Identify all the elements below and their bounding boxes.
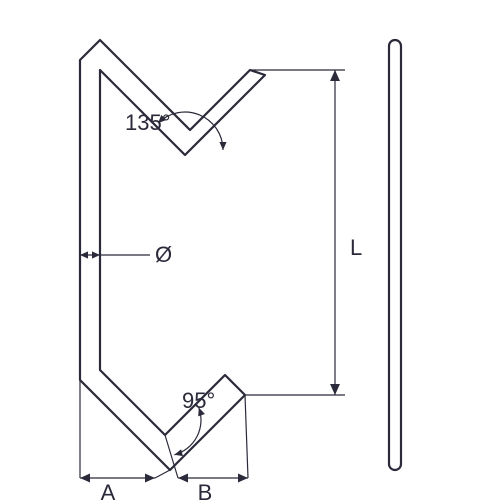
angle-top-label: 135° <box>125 110 171 135</box>
dim-A-label: A <box>101 480 116 500</box>
side-rod <box>389 40 401 470</box>
dim-B-label: B <box>198 480 213 500</box>
angle-bottom-label: 95° <box>182 388 215 413</box>
dim-dia-label: Ø <box>155 242 172 267</box>
dim-L-label: L <box>350 235 362 260</box>
